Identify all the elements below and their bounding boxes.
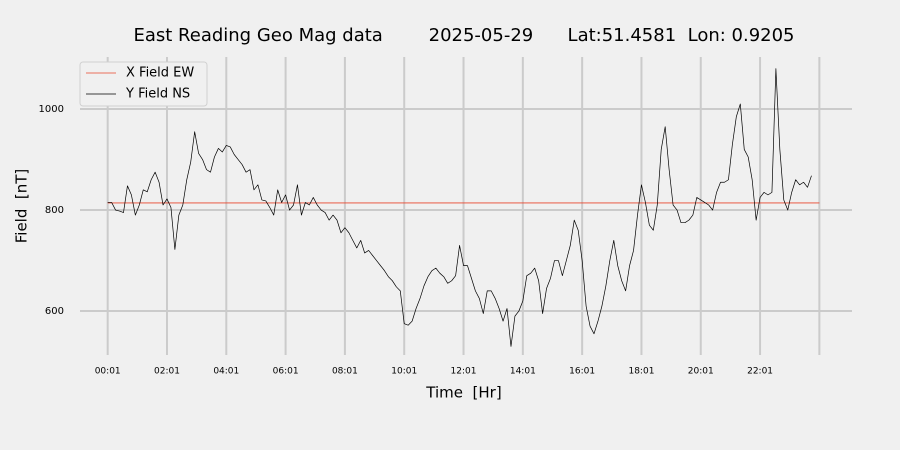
labels: 600 800 1000 00:01 02:01 04:01 06:01 08:01 10:01…: [39, 104, 773, 376]
grid: [80, 57, 852, 355]
x-tick-label: 14:01: [510, 367, 536, 377]
x-tick-label: 22:01: [747, 367, 773, 377]
x-tick-label: 00:01: [95, 367, 121, 377]
chart-title: East Reading Geo Mag data 2025-05-29 Lat…: [133, 25, 794, 46]
x-tick-label: 16:01: [569, 367, 595, 377]
legend-label: Y Field NS: [125, 87, 190, 102]
y-tick-label: 1000: [39, 104, 64, 115]
y-tick-label: 600: [45, 306, 64, 317]
x-tick-label: 04:01: [213, 367, 239, 377]
x-axis-label: Time [Hr]: [425, 384, 501, 402]
x-tick-label: 10:01: [391, 367, 417, 377]
x-tick-label: 08:01: [332, 367, 358, 377]
x-tick-label: 20:01: [688, 367, 714, 377]
x-tick-label: 02:01: [154, 367, 180, 377]
y-axis-label: Field [nT]: [13, 169, 31, 244]
x-tick-label: 18:01: [628, 367, 654, 377]
data-line: [107, 68, 812, 347]
x-tick-label: 06:01: [273, 367, 299, 377]
legend-label: X Field EW: [126, 66, 194, 81]
y-tick-label: 800: [45, 205, 64, 216]
x-tick-label: 12:01: [451, 367, 477, 377]
plot-lines: [107, 68, 820, 347]
legend: X Field EW Y Field NS: [79, 61, 208, 107]
